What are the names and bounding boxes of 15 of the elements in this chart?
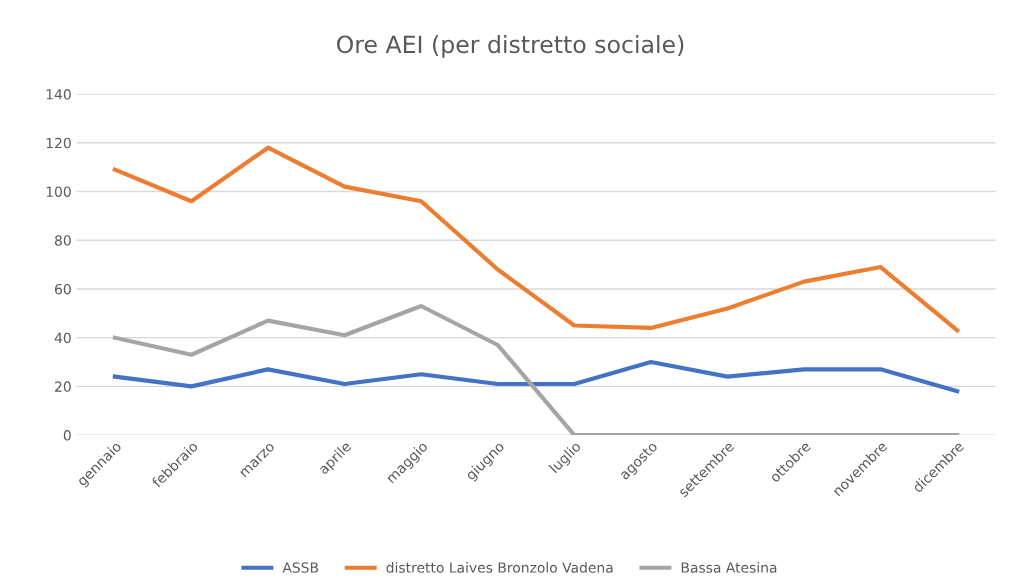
- chart-title: Ore AEI (per distretto sociale): [337, 34, 684, 58]
- legend-label: ASSB: [282, 562, 319, 573]
- y-tick-label: 140: [46, 89, 71, 100]
- line-series: [112, 145, 960, 333]
- y-tick-label: 80: [54, 235, 71, 246]
- y-tick-label: 100: [46, 186, 71, 197]
- y-tick-label: 20: [55, 381, 71, 392]
- line-series: [112, 303, 960, 436]
- legend-label: Bassa Atesina: [681, 562, 777, 573]
- y-tick-label: 60: [55, 283, 71, 295]
- line-series: [112, 359, 960, 394]
- y-tick-label: 120: [46, 137, 71, 149]
- y-tick-label: 0: [63, 430, 71, 441]
- y-tick-label: 40: [54, 332, 71, 344]
- legend-label: distretto Laives Bronzolo Vadena: [386, 562, 613, 573]
